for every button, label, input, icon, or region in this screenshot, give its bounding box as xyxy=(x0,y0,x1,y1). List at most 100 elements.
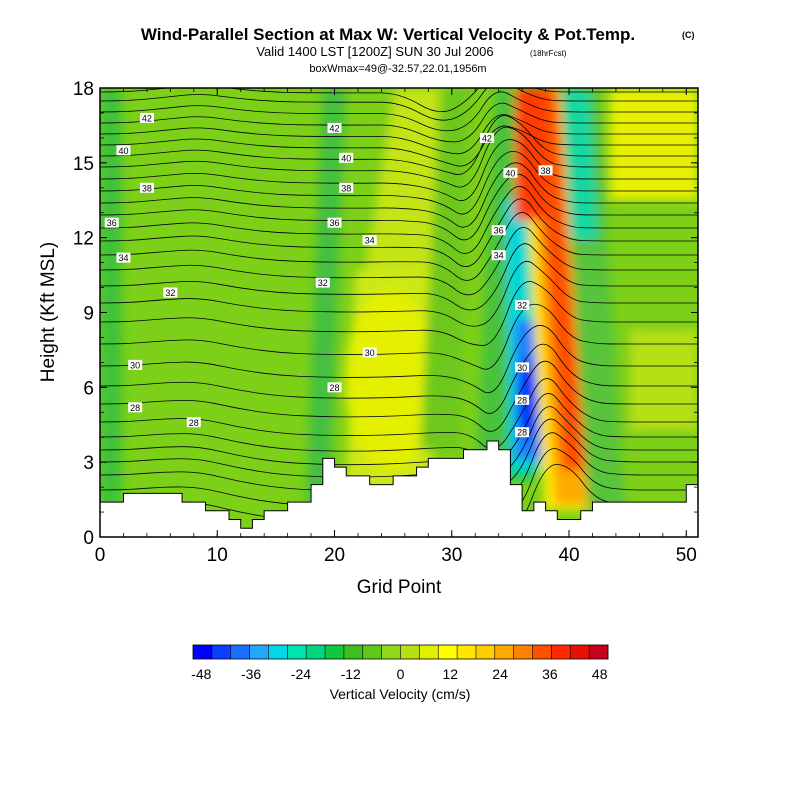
contour-label: 40 xyxy=(503,167,518,178)
band-red xyxy=(532,88,585,470)
contour-label-text: 30 xyxy=(365,348,375,358)
colorbar-swatch xyxy=(475,645,496,659)
colorbar-swatch xyxy=(268,645,288,659)
contour-label-box xyxy=(116,145,131,156)
contour-label-text: 34 xyxy=(365,236,375,246)
contour-label-text: 42 xyxy=(482,133,492,143)
colorbar-swatch xyxy=(438,645,458,659)
y-tick-label: 12 xyxy=(73,229,94,250)
contour-label: 30 xyxy=(515,362,530,373)
colorbar-swatch xyxy=(381,645,401,659)
contour-label-box xyxy=(491,250,506,261)
colorbar-swatch xyxy=(193,645,213,659)
band-green-col30 xyxy=(420,88,470,450)
colorbar-swatch xyxy=(532,645,552,659)
y-tick-label: 15 xyxy=(73,154,94,175)
contour-label-text: 28 xyxy=(130,403,140,413)
theta-contour-line xyxy=(100,212,698,281)
contour-label-text: 28 xyxy=(330,383,340,393)
theta-contour-line xyxy=(100,125,698,167)
contour-label-text: 32 xyxy=(165,288,175,298)
colorbar-swatch xyxy=(570,645,590,659)
contour-label: 42 xyxy=(327,122,342,133)
theta-contour-line xyxy=(100,343,698,414)
colorbar-swatch xyxy=(494,645,514,659)
contour-label-box xyxy=(515,427,530,438)
colorbar-swatch xyxy=(306,645,326,659)
contour-label-text: 36 xyxy=(494,226,504,236)
colorbar-swatch xyxy=(287,645,307,659)
contour-label-text: 28 xyxy=(189,418,199,428)
colorbar-swatch xyxy=(249,645,269,659)
colorbar-tick-label: -24 xyxy=(291,666,311,682)
band-yellow-lower-right xyxy=(630,330,698,430)
colorbar-swatch xyxy=(211,645,232,659)
theta-contour-line xyxy=(100,88,698,121)
x-tick-label: 0 xyxy=(95,545,106,566)
x-axis: 0 10 20 30 40 50 xyxy=(95,88,697,566)
colorbar: -48 -36 -24 -12 0 12 24 36 48 xyxy=(191,644,609,682)
contour-label-box xyxy=(327,382,342,393)
theta-contour-line xyxy=(100,360,698,432)
theta-contour-line xyxy=(100,325,698,394)
contour-label-text: 38 xyxy=(341,183,351,193)
contour-label: 34 xyxy=(116,252,131,263)
contour-label-box xyxy=(491,225,506,236)
contour-label-box xyxy=(104,217,119,228)
contour-label-box xyxy=(128,402,143,413)
contour-label: 42 xyxy=(139,112,154,123)
contour-label: 34 xyxy=(362,235,377,246)
colorbar-tick-label: 24 xyxy=(492,666,508,682)
y-axis-label: Height (Kft MSL) xyxy=(38,242,59,382)
contour-label: 28 xyxy=(515,427,530,438)
theta-contour-line xyxy=(100,162,698,228)
contour-label-text: 42 xyxy=(142,113,152,123)
colorbar-swatch xyxy=(457,645,477,659)
x-tick-label: 30 xyxy=(441,545,462,566)
contour-label-box xyxy=(515,394,530,405)
band-green-col20 xyxy=(305,88,346,537)
contour-label-text: 32 xyxy=(318,278,328,288)
colorbar-swatch xyxy=(230,645,250,659)
colorbar-tick-label: 36 xyxy=(542,666,558,682)
contour-label: 38 xyxy=(339,182,354,193)
theta-contour-line xyxy=(100,88,698,113)
x-tick-label: 10 xyxy=(207,545,228,566)
contour-label-box xyxy=(128,359,143,370)
contour-label-text: 38 xyxy=(541,166,551,176)
chart-title: Wind-Parallel Section at Max W: Vertical… xyxy=(141,25,635,44)
contour-label-text: 28 xyxy=(517,428,527,438)
y-tick-label: 9 xyxy=(83,304,94,325)
contour-label-text: 34 xyxy=(494,251,504,261)
contour-label: 36 xyxy=(491,225,506,236)
contour-label: 32 xyxy=(515,300,530,311)
theta-contour-line xyxy=(100,102,698,143)
theta-contour-line xyxy=(100,243,698,311)
contour-label: 32 xyxy=(315,277,330,288)
contour-label-box xyxy=(327,122,342,133)
chart-subtitle2: boxWmax=49@-32.57,22.01,1956m xyxy=(309,63,486,75)
x-axis-label: Grid Point xyxy=(357,577,442,598)
theta-contour-line xyxy=(100,139,698,202)
contour-label: 28 xyxy=(515,394,530,405)
theta-contour-line xyxy=(100,126,698,188)
colorbar-swatch xyxy=(362,645,382,659)
contour-label: 36 xyxy=(327,217,342,228)
x-tick-label: 50 xyxy=(676,545,697,566)
contour-label: 28 xyxy=(327,382,342,393)
contour-label: 38 xyxy=(538,165,553,176)
contour-label-box xyxy=(362,347,377,358)
contour-label-text: 40 xyxy=(341,153,351,163)
contour-label-text: 28 xyxy=(517,395,527,405)
theta-contours xyxy=(100,88,698,529)
contour-label-box xyxy=(538,165,553,176)
y-tick-label: 3 xyxy=(83,453,94,474)
contour-label: 28 xyxy=(128,402,143,413)
contour-label-box xyxy=(515,300,530,311)
theta-contour-line xyxy=(100,280,698,346)
contour-label-box xyxy=(503,167,518,178)
colorbar-swatch xyxy=(419,645,439,659)
contour-label-text: 34 xyxy=(118,253,128,263)
colorbar-swatch xyxy=(400,645,420,659)
